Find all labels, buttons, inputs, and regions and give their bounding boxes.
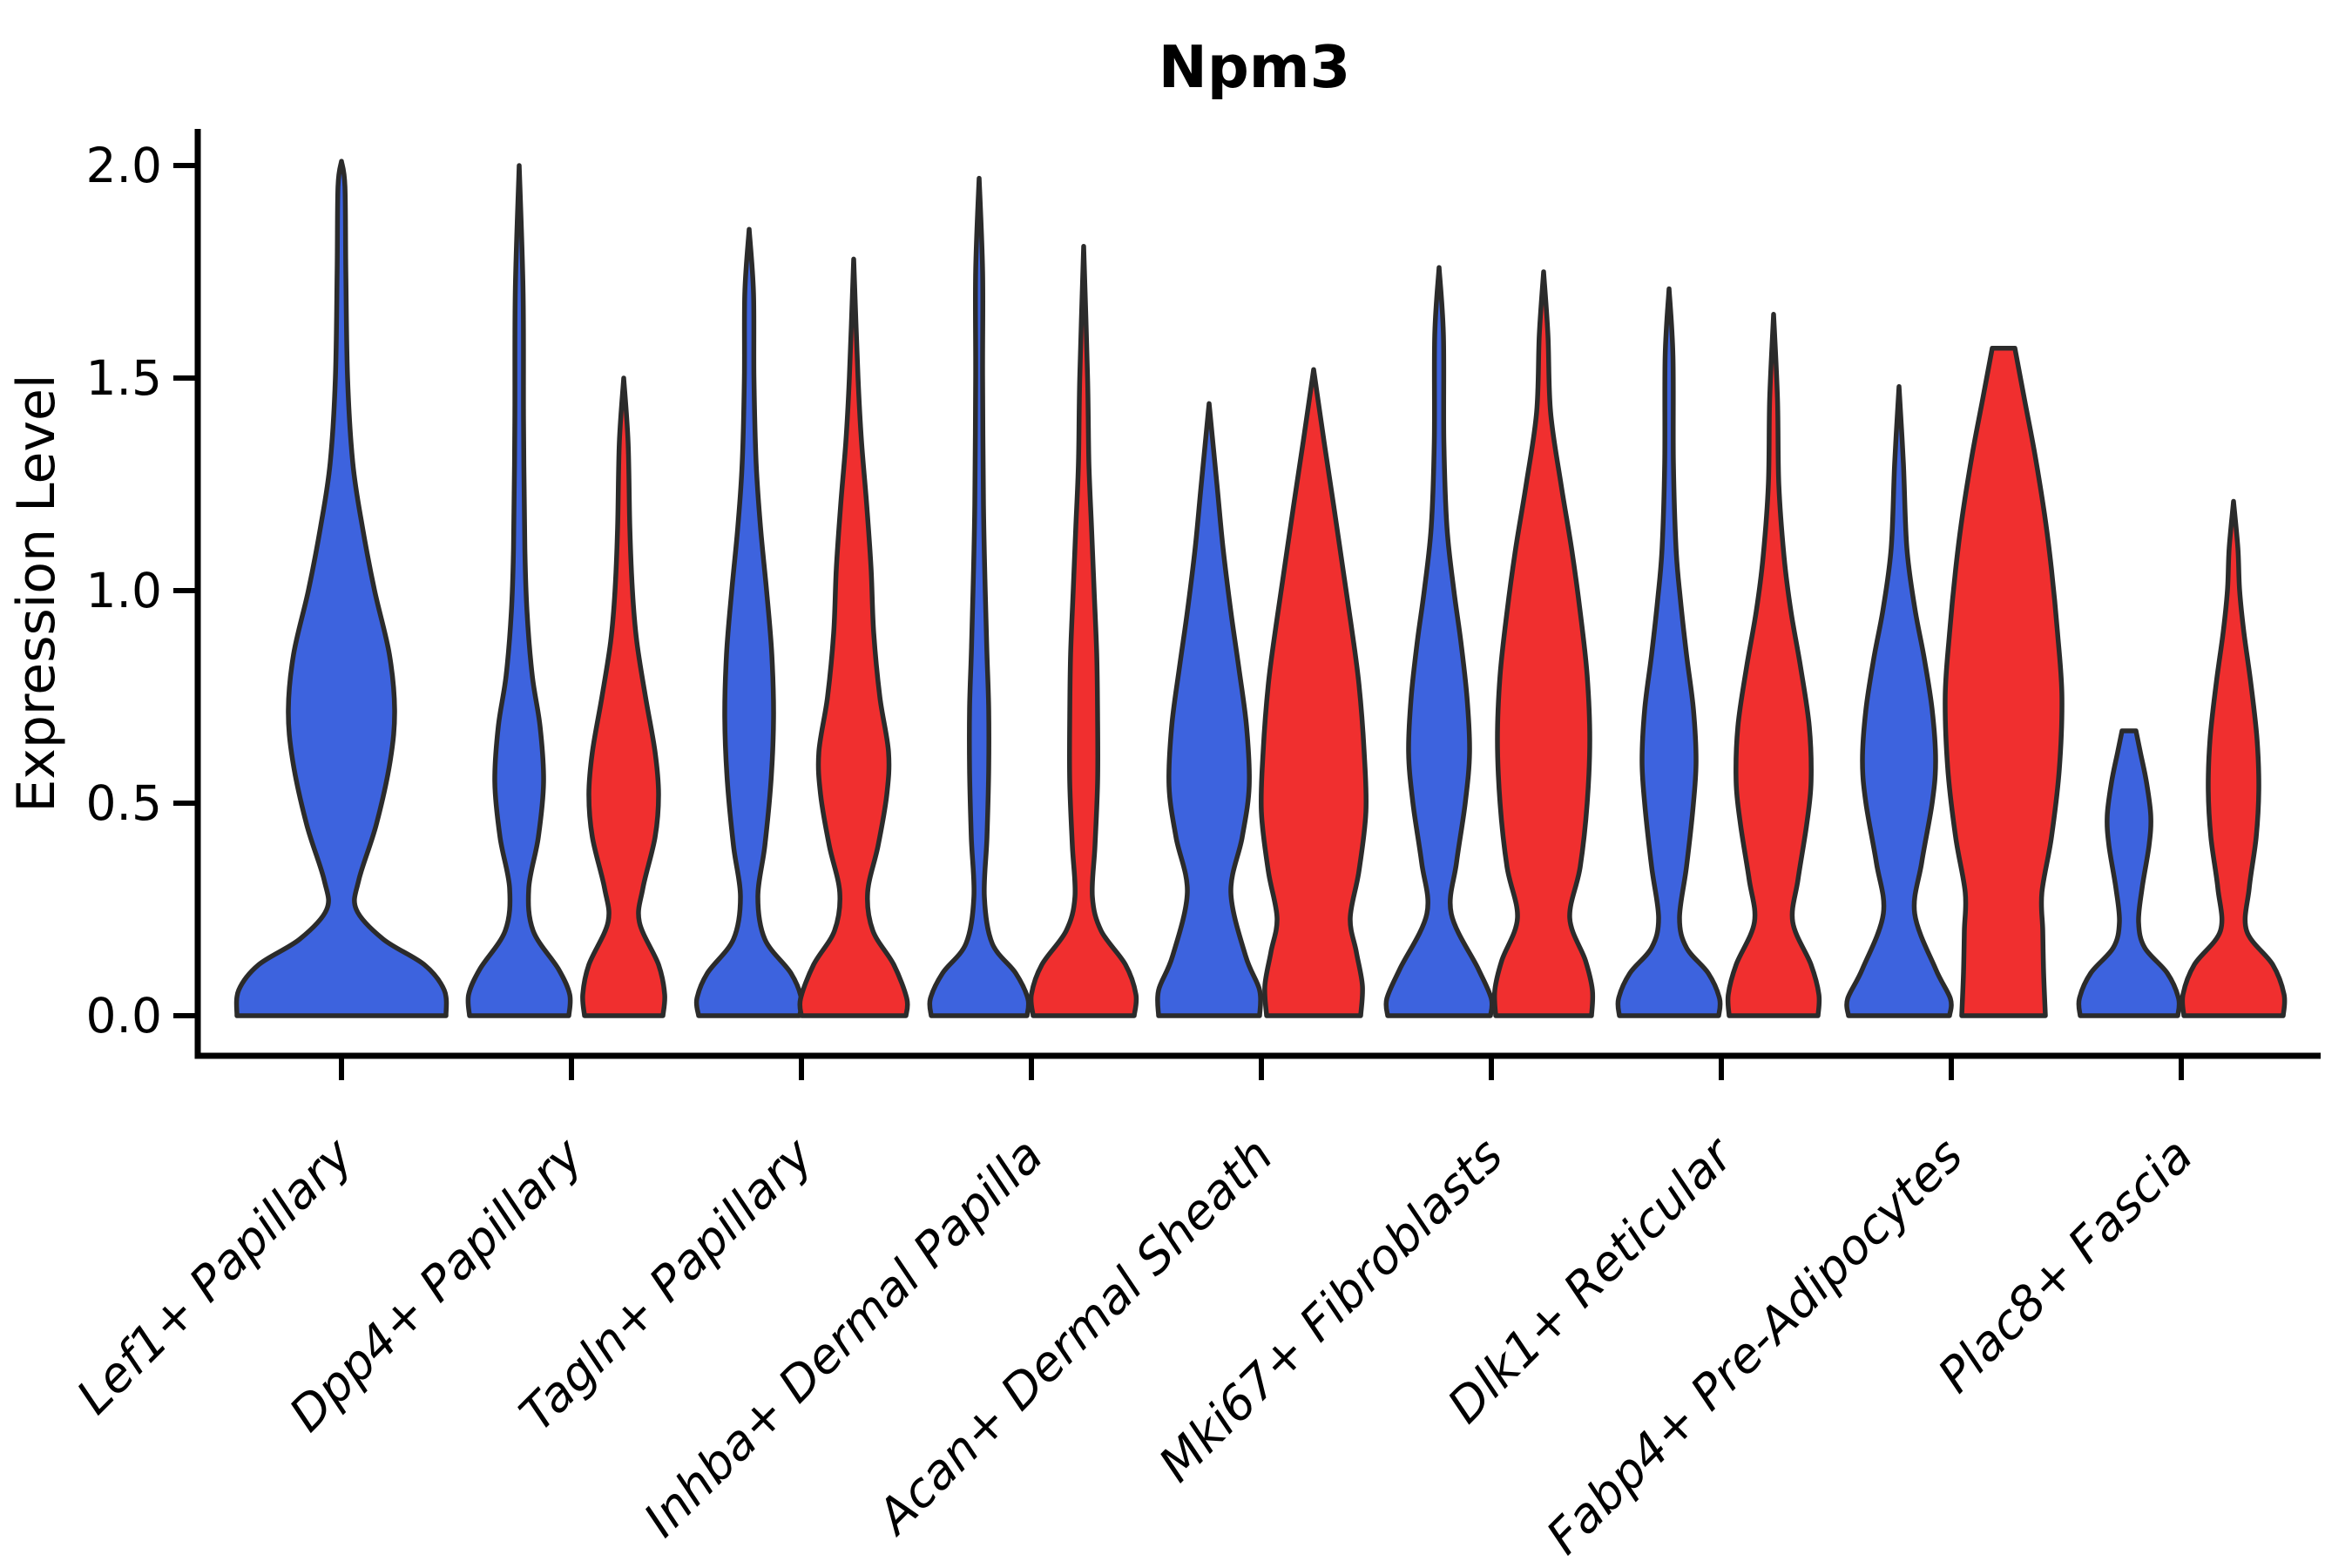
- violin-dpp4-papillary-right: [580, 375, 667, 1018]
- violin-lef1-papillary-single: [233, 159, 449, 1018]
- violins-layer: [233, 159, 2288, 1018]
- violin-fabp4-pre-adipocytes-left: [1844, 384, 1954, 1018]
- x-tick-label-acan-dermal-sheath: Acan+ Dermal Sheath: [865, 1127, 1284, 1546]
- violin-inhba-dermal-papilla-right: [1028, 243, 1139, 1018]
- x-tick-label-inhba-dermal-papilla: Inhba+ Dermal Papilla: [633, 1127, 1053, 1547]
- violin-mki67-fibroblasts-left: [1383, 265, 1495, 1018]
- y-tick-label: 1.0: [86, 563, 162, 618]
- violin-tagln-papillary-right: [797, 256, 910, 1018]
- y-tick-label: 0.5: [86, 775, 162, 831]
- violin-inhba-dermal-papilla-left: [927, 175, 1031, 1018]
- y-tick-label: 0.0: [86, 988, 162, 1044]
- violin-acan-dermal-sheath-right: [1258, 367, 1369, 1018]
- y-tick-label: 2.0: [86, 138, 162, 193]
- violin-plac8-fascia-right: [2180, 498, 2288, 1018]
- violin-plac8-fascia-left: [2076, 728, 2182, 1018]
- violin-acan-dermal-sheath-left: [1155, 401, 1263, 1018]
- violin-mki67-fibroblasts-right: [1491, 269, 1596, 1018]
- violin-dpp4-papillary-left: [465, 163, 573, 1018]
- violin-dlk1-reticular-left: [1615, 286, 1723, 1018]
- x-tick-label-fabp4-pre-adipocytes: Fabp4+ Pre-Adipocytes: [1536, 1127, 1973, 1565]
- y-axis-label: Expression Level: [6, 374, 67, 812]
- violin-dlk1-reticular-right: [1725, 312, 1822, 1018]
- y-tick-label: 1.5: [86, 350, 162, 406]
- plot-title: Npm3: [1159, 33, 1350, 101]
- violin-fabp4-pre-adipocytes-right: [1943, 346, 2065, 1018]
- violin-tagln-papillary-left: [693, 226, 805, 1018]
